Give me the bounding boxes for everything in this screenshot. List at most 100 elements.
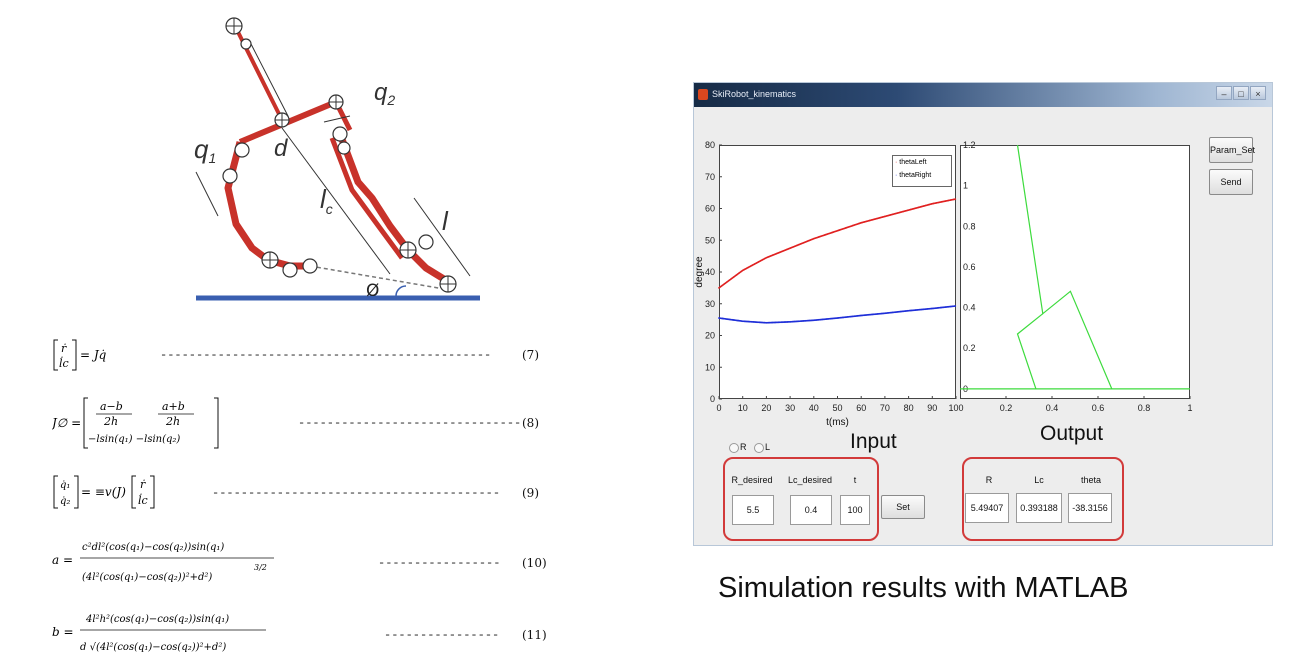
theta-output-label: theta	[1080, 475, 1102, 485]
y-tick-label: 10	[705, 362, 715, 372]
t-input[interactable]: 100	[840, 495, 870, 525]
y-tick-label: 80	[705, 140, 715, 150]
svg-text:q̇₂: q̇₂	[60, 496, 70, 507]
r-desired-input[interactable]: 5.5	[732, 495, 774, 525]
r-desired-label: R_desired	[731, 475, 773, 485]
matlab-app-icon	[698, 89, 708, 100]
output-caption: Output	[1040, 422, 1104, 445]
y-axis-label: degree	[694, 256, 705, 288]
dashed-reference-line	[309, 265, 451, 291]
y-tick-label: 70	[705, 172, 715, 182]
maximize-button[interactable]: □	[1233, 86, 1249, 100]
radio-l[interactable]	[754, 443, 764, 453]
equation-10-number: (10)	[522, 556, 547, 570]
plot-legend: · thetaLeft · thetaRight	[892, 155, 952, 187]
legend-entry-right: · thetaRight	[895, 172, 932, 179]
svg-text:ṙ: ṙ	[61, 342, 67, 355]
svg-text:= Jq̇: = Jq̇	[80, 348, 107, 362]
label-l: l	[442, 206, 449, 236]
radio-r-label: R	[740, 442, 747, 452]
series-thetaLeft	[718, 198, 957, 289]
equation-9-dashes: ----------------------------------------	[212, 486, 501, 500]
svg-text:a =: a =	[52, 553, 73, 567]
svg-text:a−b: a−b	[100, 400, 123, 413]
y-tick-label: 0.2	[963, 343, 976, 353]
svg-text:a+b: a+b	[162, 400, 185, 413]
label-lc: lc	[320, 184, 333, 217]
x-tick-label: 0.6	[1092, 403, 1105, 413]
series-thetaRight	[718, 305, 957, 324]
svg-text:d √(4l²(cos(q₁)−cos(q₂))²+d²): d √(4l²(cos(q₁)−cos(q₂))²+d²)	[80, 642, 226, 653]
x-tick-label: 0.2	[1000, 403, 1013, 413]
q2-measure-line	[323, 115, 351, 123]
y-tick-label: 0.6	[963, 262, 976, 272]
joint-crosses	[226, 18, 456, 292]
lc-desired-label: Lc_desired	[787, 475, 833, 485]
legend-entry-left: · thetaLeft	[895, 159, 927, 166]
output-plot-axes	[960, 145, 1190, 399]
equation-9: q̇₁ q̇₂ = ≡v(J) ṙ l̇c ------------------…	[52, 474, 572, 510]
x-axis-label: t(ms)	[826, 417, 849, 428]
label-q1: q1	[194, 134, 216, 166]
x-tick-label: 30	[785, 403, 795, 413]
send-button[interactable]: Send	[1209, 169, 1253, 195]
equation-7-dashes: ----------------------------------------…	[160, 348, 492, 362]
y-tick-label: 20	[705, 331, 715, 341]
pole-measure-line	[249, 41, 289, 117]
r-output-label: R	[985, 475, 993, 485]
set-button[interactable]: Set	[881, 495, 925, 519]
label-q2: q2	[374, 79, 395, 108]
x-tick-label: 1	[1187, 403, 1192, 413]
radio-r[interactable]	[729, 443, 739, 453]
equation-9-body: q̇₁ q̇₂ = ≡v(J) ṙ l̇c	[53, 475, 155, 509]
svg-text:c²dl²(cos(q₁)−cos(q₂))sin(q₁): c²dl²(cos(q₁)−cos(q₂))sin(q₁)	[82, 542, 224, 553]
equation-11-number: (11)	[522, 628, 547, 642]
output-line	[1016, 144, 1113, 390]
param-set-button[interactable]: Param_Set	[1209, 137, 1255, 163]
svg-text:l̇c: l̇c	[59, 357, 69, 370]
x-tick-label: 20	[761, 403, 771, 413]
label-phi: Ø	[366, 281, 379, 301]
equation-11-dashes: ----------------	[384, 628, 500, 642]
equation-7: ṙ l̇c = Jq̇ ----------------------------…	[52, 338, 572, 372]
x-tick-label: 40	[809, 403, 819, 413]
window-titlebar[interactable]: SkiRobot_kinematics – □ ×	[694, 83, 1272, 107]
equation-10-body: a = c²dl²(cos(q₁)−cos(q₂))sin(q₁) (4l²(c…	[52, 542, 274, 583]
window-title: SkiRobot_kinematics	[712, 89, 797, 99]
x-tick-label: 50	[832, 403, 842, 413]
y-tick-label: 30	[705, 299, 715, 309]
y-tick-label: 0.8	[963, 221, 976, 231]
svg-text:3/2: 3/2	[254, 563, 267, 572]
equation-7-number: (7)	[522, 348, 539, 362]
y-tick-label: 40	[705, 267, 715, 277]
svg-text:b =: b =	[52, 625, 74, 639]
y-tick-label: 1.2	[963, 140, 976, 150]
y-tick-label: 1	[963, 181, 968, 191]
svg-text:= ≡v(J): = ≡v(J)	[81, 485, 126, 499]
output-line	[1016, 313, 1044, 390]
simulation-caption: Simulation results with MATLAB	[718, 572, 1129, 604]
y-tick-label: 0.4	[963, 303, 976, 313]
minimize-button[interactable]: –	[1216, 86, 1232, 100]
input-highlight-box	[723, 457, 879, 541]
svg-text:(4l²(cos(q₁)−cos(q₂))²+d²): (4l²(cos(q₁)−cos(q₂))²+d²)	[82, 572, 212, 583]
l-measure-line	[413, 197, 471, 277]
angle-plot: 0 10 20 30 40 50 60 70 80 90 100 0 10 20 30 40 50 60 70 80 t…	[694, 140, 964, 428]
pole-link	[232, 23, 284, 121]
lc-desired-input[interactable]: 0.4	[790, 495, 832, 525]
equation-8-body: J∅ = a−b 2h a+b 2h −lsin(q₁) −lsin(q₂)	[52, 397, 219, 449]
close-button[interactable]: ×	[1250, 86, 1266, 100]
t-label: t	[853, 475, 857, 485]
data-point	[954, 198, 957, 201]
svg-text:ṙ: ṙ	[140, 478, 146, 491]
svg-text:l̇c: l̇c	[138, 494, 148, 507]
x-tick-label: 100	[948, 403, 963, 413]
radio-l-label: L	[765, 442, 771, 452]
label-d: d	[274, 135, 288, 162]
x-tick-label: 60	[856, 403, 866, 413]
x-tick-label: 90	[927, 403, 937, 413]
r-output-field: 5.49407	[965, 493, 1009, 523]
svg-text:J∅ =: J∅ =	[52, 416, 81, 430]
left-leg	[224, 141, 314, 270]
x-tick-label: 70	[880, 403, 890, 413]
